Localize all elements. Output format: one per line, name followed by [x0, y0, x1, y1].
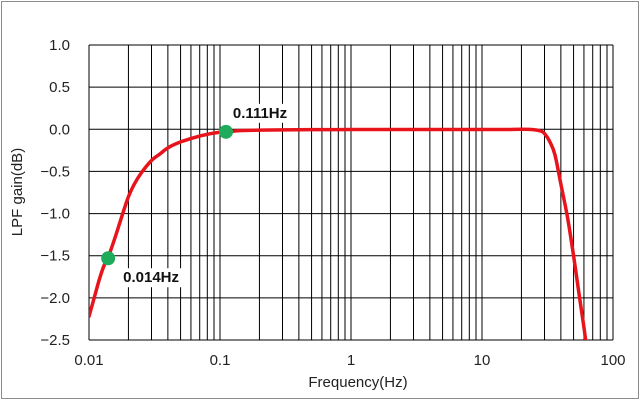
x-axis-label: Frequency(Hz): [308, 374, 407, 391]
y-tick-label: −1.5: [40, 248, 70, 265]
marker-annotation: 0.111Hz: [229, 103, 291, 123]
marker-layer: 0.014Hz 0.111Hz: [101, 103, 291, 288]
y-tick-label: −2.0: [40, 290, 70, 307]
y-tick-label: −2.5: [40, 332, 70, 349]
x-tick-label: 100: [600, 352, 625, 369]
marker-point: [218, 124, 233, 139]
annotation-background: [120, 268, 183, 288]
series-layer: [89, 127, 588, 340]
marker-annotation: 0.014Hz: [120, 268, 183, 288]
x-tick-label: 10: [474, 352, 491, 369]
y-tick-label: 0.5: [49, 79, 70, 96]
label-layer: 0.01 0.1 1 10 100 1.0 0.5 0.0 −0.5 −1.0 −1.5 −2.0 −2…: [40, 37, 625, 369]
y-tick-label: 0.0: [49, 121, 70, 138]
x-tick-label: 0.01: [74, 352, 103, 369]
grid: [88, 44, 614, 341]
marker-point: [101, 251, 116, 266]
marker-label: 0.111Hz: [233, 105, 287, 122]
y-tick-label: 1.0: [49, 37, 70, 54]
y-tick-label: −0.5: [40, 163, 70, 180]
y-tick-label: −1.0: [40, 206, 70, 223]
x-tick-label: 0.1: [210, 352, 231, 369]
y-axis-label: LPF gain(dB): [9, 148, 26, 236]
annotation-background: [229, 103, 291, 123]
series-line: [89, 127, 588, 340]
marker-label: 0.014Hz: [123, 269, 179, 286]
x-tick-label: 1: [347, 352, 355, 369]
